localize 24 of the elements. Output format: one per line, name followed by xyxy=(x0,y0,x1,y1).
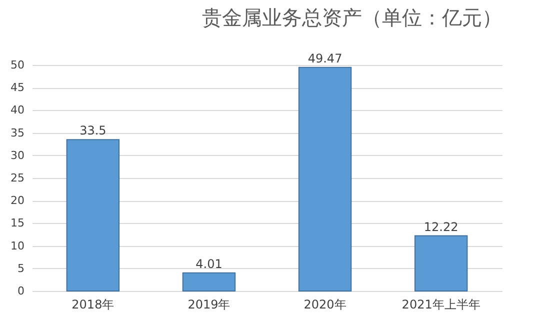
bar xyxy=(66,139,120,292)
data-label: 12.22 xyxy=(424,220,458,234)
y-tick-label: 5 xyxy=(18,262,24,275)
y-tick-label: 30 xyxy=(10,148,24,162)
data-label: 4.01 xyxy=(196,256,222,271)
y-tick-label: 50 xyxy=(10,58,24,72)
bar xyxy=(182,272,236,292)
y-tick-label: 35 xyxy=(10,126,24,140)
y-tick-label: 40 xyxy=(10,104,24,117)
y-tick-label: 20 xyxy=(10,194,24,208)
chart-title: 贵金属业务总资产（单位：亿元） xyxy=(202,5,502,30)
bar xyxy=(414,235,468,292)
y-tick-label: 25 xyxy=(10,172,24,184)
y-tick-label: 15 xyxy=(10,216,24,230)
x-tick-label: 2018年 xyxy=(72,298,114,312)
y-tick-label: 45 xyxy=(10,81,24,94)
bar xyxy=(298,66,352,292)
data-label: 49.47 xyxy=(308,51,342,66)
x-tick-label: 2020年 xyxy=(304,298,346,312)
y-tick-label: 10 xyxy=(10,239,24,252)
y-tick-label: 0 xyxy=(18,284,24,298)
x-tick-label: 2019年 xyxy=(188,298,230,312)
data-label: 33.5 xyxy=(80,124,106,138)
x-tick-label: 2021年上半年 xyxy=(402,298,480,312)
